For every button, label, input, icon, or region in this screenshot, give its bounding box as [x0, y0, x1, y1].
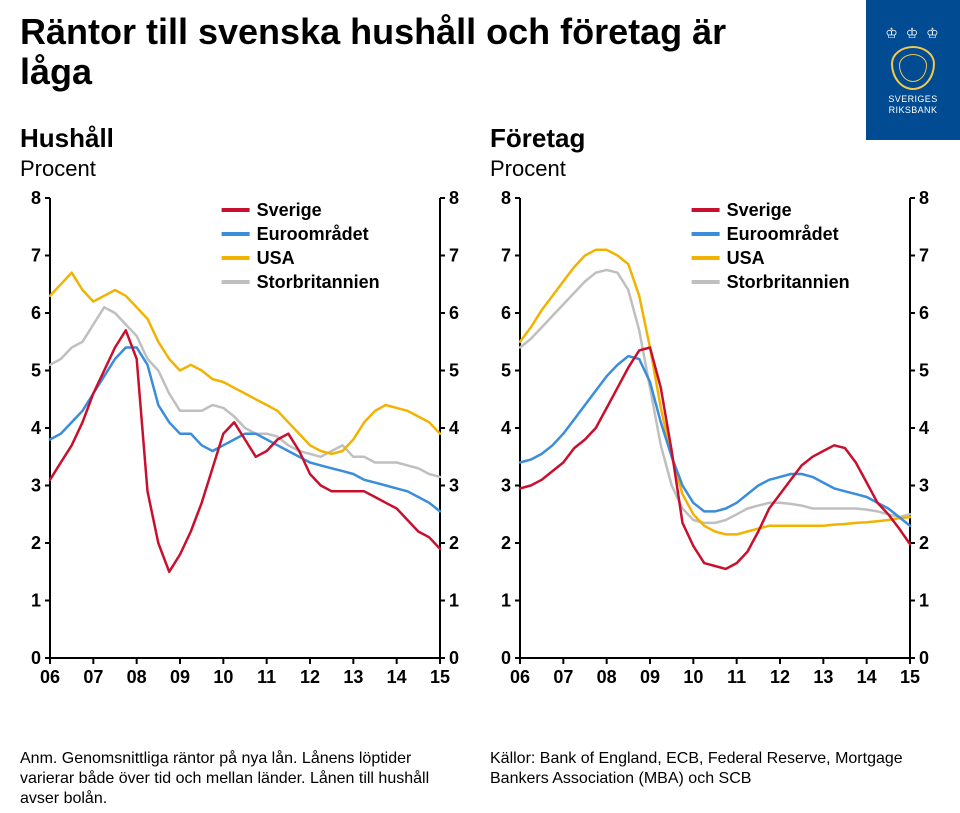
- page-title: Räntor till svenska hushåll och företag …: [0, 0, 760, 95]
- svg-text:USA: USA: [257, 248, 295, 268]
- svg-text:Storbritannien: Storbritannien: [727, 272, 850, 292]
- svg-text:15: 15: [430, 667, 450, 687]
- svg-text:8: 8: [449, 188, 459, 208]
- svg-text:Storbritannien: Storbritannien: [257, 272, 380, 292]
- svg-text:3: 3: [31, 476, 41, 496]
- svg-text:4: 4: [31, 418, 41, 438]
- svg-text:07: 07: [83, 667, 103, 687]
- chart-hushall-svg: 00112233445566778806070809101112131415Sv…: [20, 188, 470, 703]
- svg-text:5: 5: [919, 361, 929, 381]
- svg-text:06: 06: [510, 667, 530, 687]
- chart-hushall-heading: Hushåll: [20, 123, 470, 154]
- svg-text:8: 8: [31, 188, 41, 208]
- svg-text:5: 5: [449, 361, 459, 381]
- svg-text:8: 8: [501, 188, 511, 208]
- svg-text:1: 1: [449, 591, 459, 611]
- svg-text:6: 6: [501, 303, 511, 323]
- logo-line2: RIKSBANK: [889, 105, 938, 115]
- svg-text:4: 4: [919, 418, 929, 438]
- svg-text:6: 6: [31, 303, 41, 323]
- svg-text:5: 5: [501, 361, 511, 381]
- svg-text:6: 6: [919, 303, 929, 323]
- svg-text:09: 09: [170, 667, 190, 687]
- svg-text:11: 11: [257, 667, 276, 687]
- svg-text:2: 2: [501, 533, 511, 553]
- svg-text:14: 14: [387, 667, 407, 687]
- svg-text:2: 2: [919, 533, 929, 553]
- svg-text:3: 3: [919, 476, 929, 496]
- svg-text:0: 0: [919, 648, 929, 668]
- svg-text:08: 08: [597, 667, 617, 687]
- svg-text:5: 5: [31, 361, 41, 381]
- chart-hushall-sub: Procent: [20, 156, 470, 182]
- footnote-right: Källor: Bank of England, ECB, Federal Re…: [480, 749, 940, 809]
- chart-hushall-block: Hushåll Procent 001122334455667788060708…: [20, 123, 470, 703]
- svg-text:11: 11: [727, 667, 746, 687]
- svg-text:12: 12: [300, 667, 320, 687]
- svg-text:Sverige: Sverige: [727, 200, 792, 220]
- svg-text:10: 10: [213, 667, 233, 687]
- svg-text:USA: USA: [727, 248, 765, 268]
- svg-text:7: 7: [31, 246, 41, 266]
- svg-text:09: 09: [640, 667, 660, 687]
- svg-text:4: 4: [501, 418, 511, 438]
- svg-text:3: 3: [449, 476, 459, 496]
- svg-text:0: 0: [449, 648, 459, 668]
- logo-shield-icon: [891, 46, 935, 90]
- footnotes: Anm. Genomsnittliga räntor på nya lån. L…: [0, 749, 960, 813]
- svg-text:8: 8: [919, 188, 929, 208]
- svg-text:4: 4: [449, 418, 459, 438]
- svg-text:07: 07: [553, 667, 573, 687]
- svg-text:13: 13: [343, 667, 363, 687]
- footnote-left: Anm. Genomsnittliga räntor på nya lån. L…: [20, 749, 480, 809]
- svg-text:15: 15: [900, 667, 920, 687]
- chart-foretag-sub: Procent: [490, 156, 940, 182]
- charts-container: Hushåll Procent 001122334455667788060708…: [0, 95, 960, 703]
- svg-text:Sverige: Sverige: [257, 200, 322, 220]
- svg-text:10: 10: [683, 667, 703, 687]
- svg-text:Euroområdet: Euroområdet: [727, 224, 839, 244]
- svg-text:1: 1: [919, 591, 929, 611]
- svg-text:06: 06: [40, 667, 60, 687]
- logo-line1: SVERIGES: [888, 94, 937, 104]
- svg-text:3: 3: [501, 476, 511, 496]
- chart-foretag-svg: 00112233445566778806070809101112131415Sv…: [490, 188, 940, 703]
- svg-text:6: 6: [449, 303, 459, 323]
- svg-text:1: 1: [31, 591, 41, 611]
- svg-text:0: 0: [31, 648, 41, 668]
- svg-text:2: 2: [31, 533, 41, 553]
- svg-text:7: 7: [919, 246, 929, 266]
- svg-text:13: 13: [813, 667, 833, 687]
- svg-text:2: 2: [449, 533, 459, 553]
- svg-text:08: 08: [127, 667, 147, 687]
- svg-text:Euroområdet: Euroområdet: [257, 224, 369, 244]
- svg-text:7: 7: [501, 246, 511, 266]
- chart-foretag-block: Företag Procent 001122334455667788060708…: [490, 123, 940, 703]
- svg-text:12: 12: [770, 667, 790, 687]
- logo-sveriges-riksbank: ♔ ♔ ♔ SVERIGES RIKSBANK: [866, 0, 960, 140]
- svg-text:14: 14: [857, 667, 877, 687]
- svg-text:7: 7: [449, 246, 459, 266]
- svg-text:1: 1: [501, 591, 511, 611]
- logo-crowns: ♔ ♔ ♔: [885, 25, 940, 42]
- logo-text: SVERIGES RIKSBANK: [888, 94, 937, 115]
- svg-text:0: 0: [501, 648, 511, 668]
